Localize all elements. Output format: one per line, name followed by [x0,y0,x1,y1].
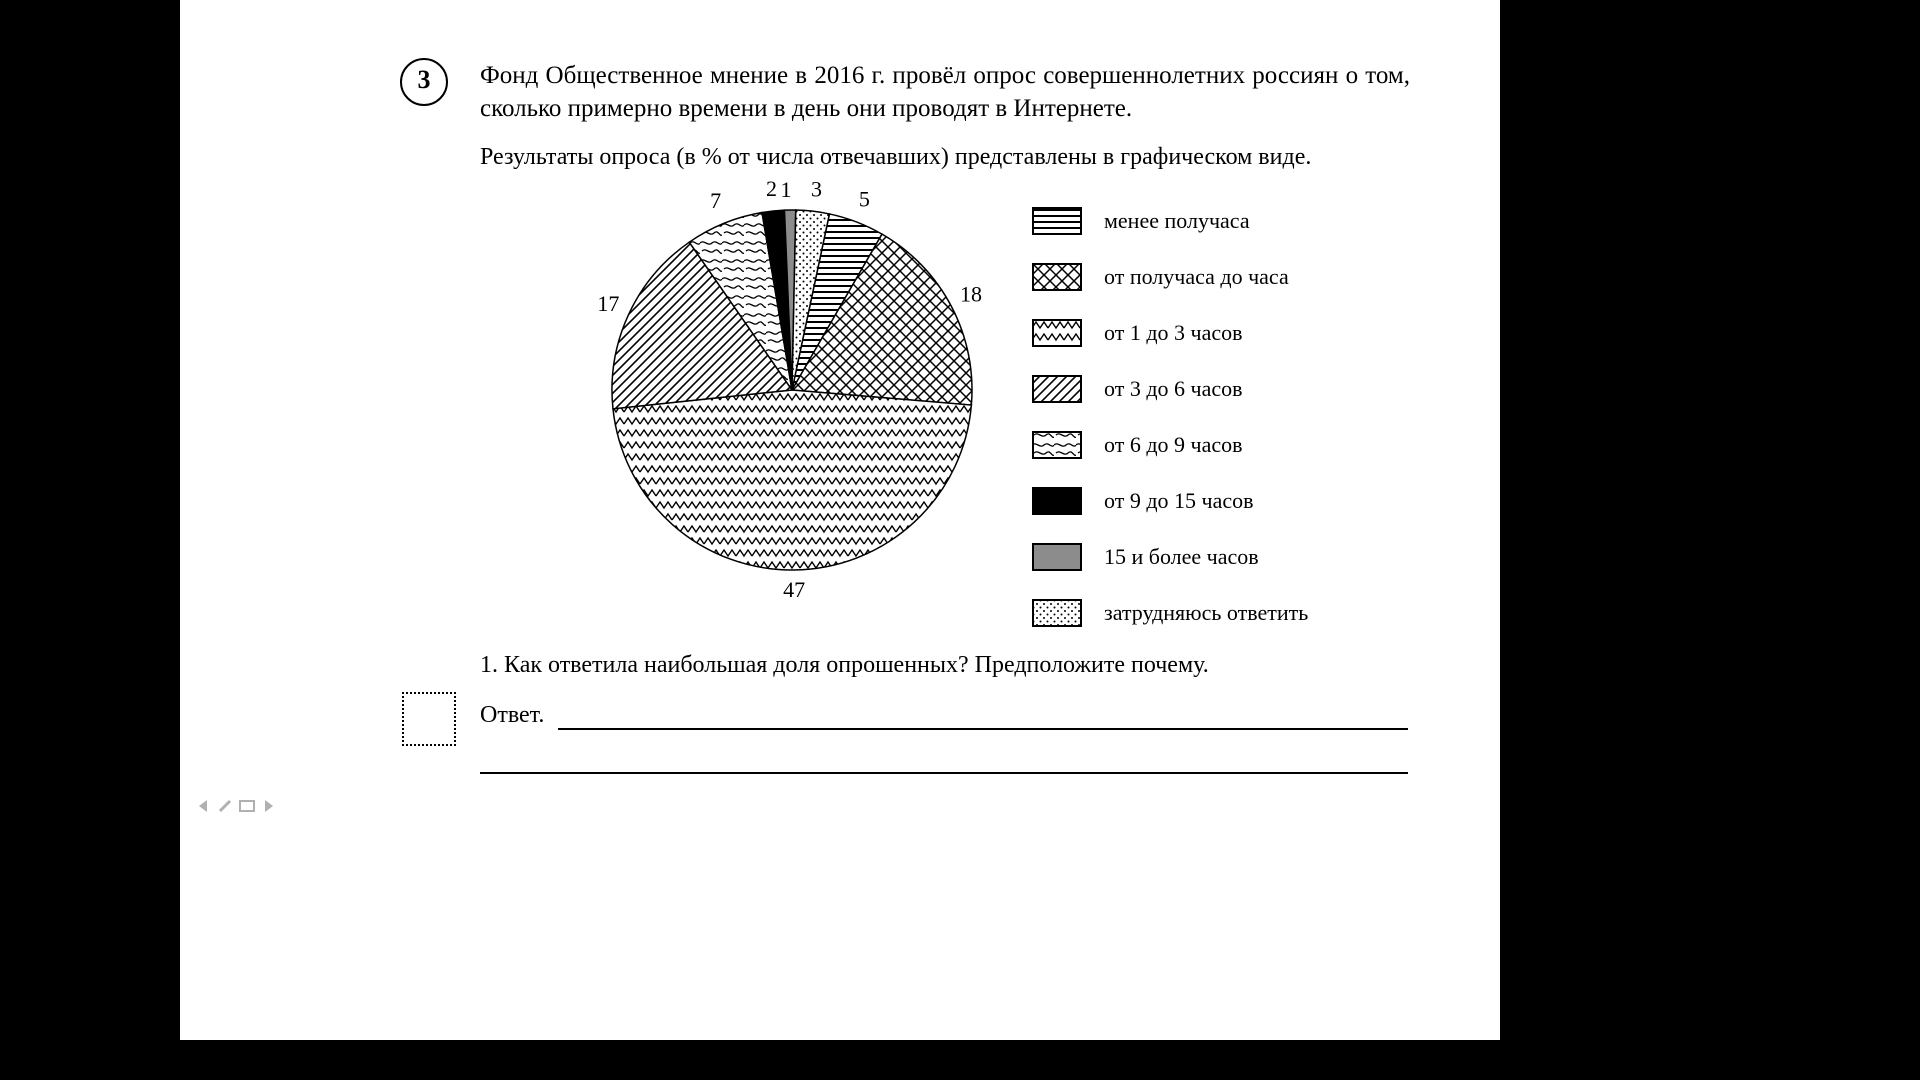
pie-slice-value: 7 [710,188,721,213]
legend-label: от 6 до 9 часов [1104,432,1243,458]
legend-item: от 1 до 3 часов [1032,319,1308,347]
legend-label: менее получаса [1104,208,1250,234]
legend-item: менее получаса [1032,207,1308,235]
legend-label: от получаса до часа [1104,264,1289,290]
legend-item: затрудняюсь ответить [1032,599,1308,627]
pie-slice-value: 2 [766,176,777,201]
pie-slice-value: 18 [960,281,982,306]
legend-swatch [1032,263,1082,291]
legend-label: 15 и более часов [1104,544,1259,570]
question-number-badge: 3 [400,58,448,106]
intro-text: Фонд Общественное мнение в 2016 г. провё… [480,60,1410,125]
legend-swatch [1032,319,1082,347]
answer-row: Ответ. [480,700,1408,736]
legend-label: от 1 до 3 часов [1104,320,1243,346]
nav-page-icon[interactable] [239,800,255,812]
answer-label: Ответ. [480,702,544,729]
legend-item: от 9 до 15 часов [1032,487,1308,515]
nav-edit-icon[interactable] [217,798,233,814]
answer-line-2 [480,772,1408,774]
checkbox-placeholder [402,692,456,746]
pie-slice-value: 17 [597,291,619,316]
nav-next-icon[interactable] [261,798,277,814]
legend-label: от 3 до 6 часов [1104,376,1243,402]
pie-slice-value: 47 [783,577,805,602]
legend-item: от 3 до 6 часов [1032,375,1308,403]
legend-swatch [1032,487,1082,515]
pie-slice-value: 5 [859,186,870,211]
legend-label: от 9 до 15 часов [1104,488,1254,514]
legend: менее получаса от получаса до часа от 1 до… [1032,207,1308,655]
legend-swatch [1032,375,1082,403]
legend-item: от 6 до 9 часов [1032,431,1308,459]
legend-swatch [1032,207,1082,235]
pie-slice [613,390,971,570]
pie-chart: 5 18 47 17 7 213 [480,175,1020,615]
pie-chart-container: 5 18 47 17 7 213 менее получаса от получаса до… [480,175,1410,615]
nav-prev-icon[interactable] [195,798,211,814]
viewer-nav [195,798,277,814]
legend-swatch [1032,431,1082,459]
pie-slice-value: 1 [780,177,791,202]
legend-item: от получаса до часа [1032,263,1308,291]
pie-slice-value: 3 [811,176,822,201]
answer-line-1 [558,728,1408,730]
legend-label: затрудняюсь ответить [1104,600,1308,626]
sub-question-1: 1. Как ответила наибольшая доля опрошенн… [480,652,1410,679]
legend-swatch [1032,543,1082,571]
legend-item: 15 и более часов [1032,543,1308,571]
subtitle-text: Результаты опроса (в % от числа отвечавш… [480,144,1410,171]
legend-swatch [1032,599,1082,627]
document-page: 3 Фонд Общественное мнение в 2016 г. про… [180,0,1500,1040]
